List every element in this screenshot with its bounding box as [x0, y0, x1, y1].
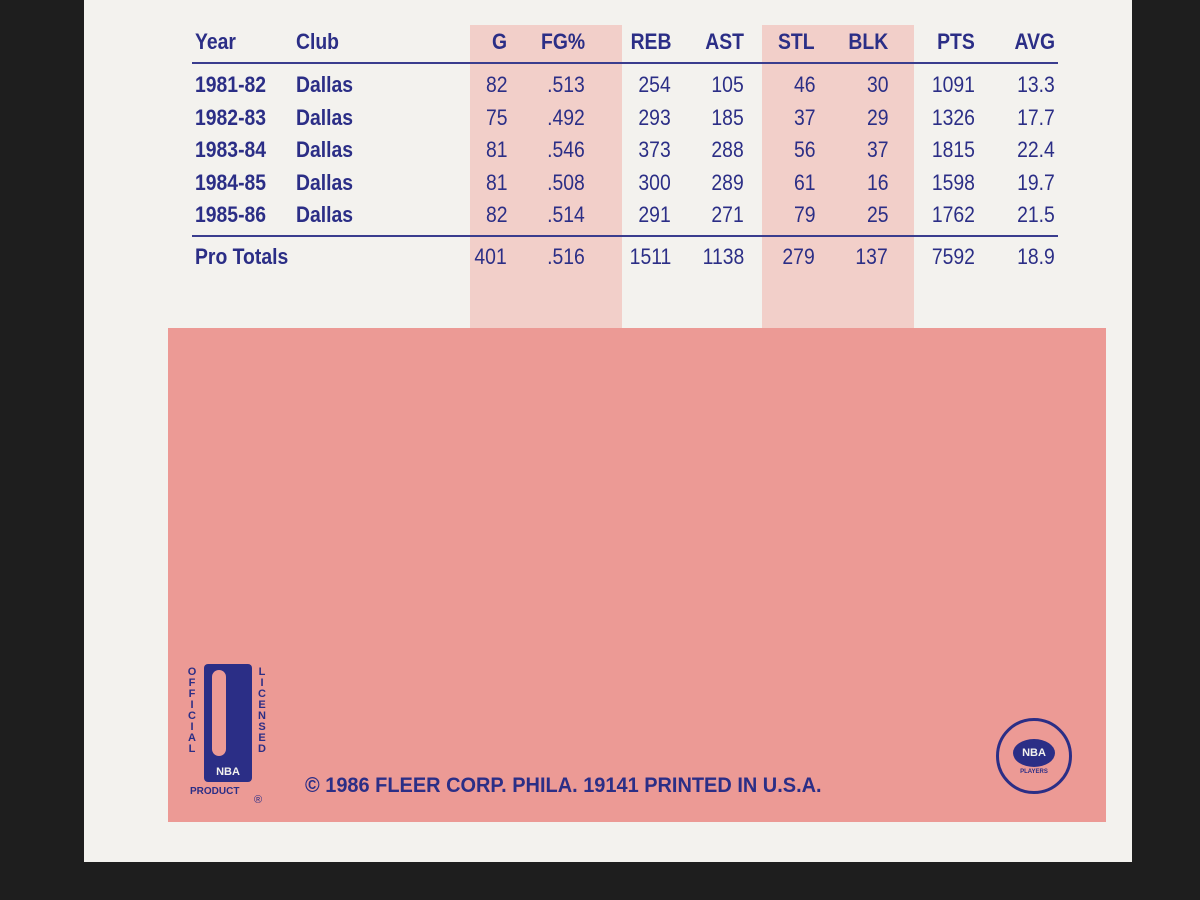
table-cell: .514: [547, 202, 585, 227]
totals-cell: .516: [547, 244, 585, 269]
table-cell: 1598: [931, 169, 975, 195]
table-cell: .513: [547, 72, 585, 97]
logo-left-text: OFFICIAL: [186, 666, 198, 754]
table-cell: 21.5: [1017, 202, 1055, 227]
column-header: AVG: [1014, 29, 1055, 54]
column-header: FG%: [540, 29, 585, 54]
shade-band: [470, 25, 622, 328]
table-cell: 19.7: [1017, 169, 1055, 195]
table-cell: 1091: [931, 72, 975, 97]
table-cell: 271: [711, 202, 744, 227]
table-cell: 25: [866, 202, 888, 227]
table-cell: 373: [638, 137, 671, 162]
totals-cell: 7592: [931, 244, 975, 269]
table-cell: .546: [547, 137, 585, 162]
table-cell: 1982-83: [195, 104, 267, 130]
table-cell: 22.4: [1017, 137, 1055, 162]
logo-right-text: LICENSED: [256, 666, 268, 754]
table-cell: 1984-85: [195, 169, 267, 195]
table-cell: Dallas: [296, 202, 354, 227]
table-cell: 79: [793, 202, 815, 227]
table-cell: 293: [638, 104, 671, 130]
table-cell: 1981-82: [195, 72, 267, 97]
table-cell: 288: [711, 137, 744, 162]
totals-cell: 1511: [629, 244, 671, 269]
rule: [192, 62, 1058, 64]
table-cell: 291: [638, 202, 671, 227]
table-cell: 289: [711, 169, 744, 195]
table-cell: 13.3: [1017, 72, 1055, 97]
column-header: AST: [705, 29, 744, 54]
totals-cell: 401: [474, 244, 507, 269]
table-cell: Dallas: [296, 72, 354, 97]
table-cell: .492: [547, 104, 585, 130]
table-cell: 46: [793, 72, 815, 97]
table-cell: 1762: [931, 202, 975, 227]
totals-cell: 279: [782, 244, 815, 269]
table-cell: 105: [711, 72, 744, 97]
table-cell: 16: [866, 169, 888, 195]
table-cell: 1815: [931, 137, 975, 162]
table-cell: 185: [711, 104, 744, 130]
table-cell: 61: [793, 169, 815, 195]
color-panel: [168, 328, 1106, 822]
table-cell: 300: [638, 169, 671, 195]
players-logo: NBA PLAYERS: [996, 718, 1072, 794]
players-logo-mark: NBA: [1013, 739, 1055, 767]
registered-mark: ®: [254, 794, 263, 806]
table-cell: 37: [866, 137, 888, 162]
column-header: Club: [296, 29, 340, 54]
table-cell: 29: [866, 104, 888, 130]
rule: [192, 235, 1058, 237]
table-cell: 17.7: [1017, 104, 1055, 130]
players-logo-sub: PLAYERS: [1020, 769, 1048, 775]
logo-bottom-text: PRODUCT: [190, 786, 240, 797]
table-cell: Dallas: [296, 104, 354, 130]
logo-mark-text: NBA: [216, 766, 240, 778]
column-header: PTS: [937, 29, 975, 54]
table-cell: 1983-84: [195, 137, 267, 162]
copyright: © 1986 FLEER CORP. PHILA. 19141 PRINTED …: [305, 774, 822, 797]
table-cell: 1326: [931, 104, 975, 130]
totals-cell: 1138: [702, 244, 744, 269]
table-cell: 1985-86: [195, 202, 267, 227]
table-cell: Dallas: [296, 169, 354, 195]
totals-cell: 137: [855, 244, 888, 269]
table-cell: 82: [485, 202, 507, 227]
table-cell: 81: [485, 169, 507, 195]
shade-band: [762, 25, 914, 328]
table-cell: .508: [547, 169, 585, 195]
table-cell: 75: [485, 104, 507, 130]
table-cell: 56: [793, 137, 815, 162]
column-header: G: [491, 29, 507, 54]
table-cell: 37: [793, 104, 815, 130]
column-header: Year: [195, 29, 236, 54]
table-cell: 30: [866, 72, 888, 97]
column-header: REB: [630, 29, 671, 54]
table-cell: 81: [485, 137, 507, 162]
logo-stripe: [212, 670, 226, 756]
table-cell: 82: [485, 72, 507, 97]
table-cell: 254: [638, 72, 671, 97]
column-header: BLK: [848, 29, 888, 54]
column-header: STL: [778, 29, 815, 54]
totals-label: Pro Totals: [195, 244, 289, 269]
logo-mark: NBA: [204, 664, 252, 782]
nba-logo: OFFICIAL NBA LICENSED PRODUCT ®: [186, 662, 276, 806]
table-cell: Dallas: [296, 137, 354, 162]
totals-cell: 18.9: [1017, 244, 1055, 269]
